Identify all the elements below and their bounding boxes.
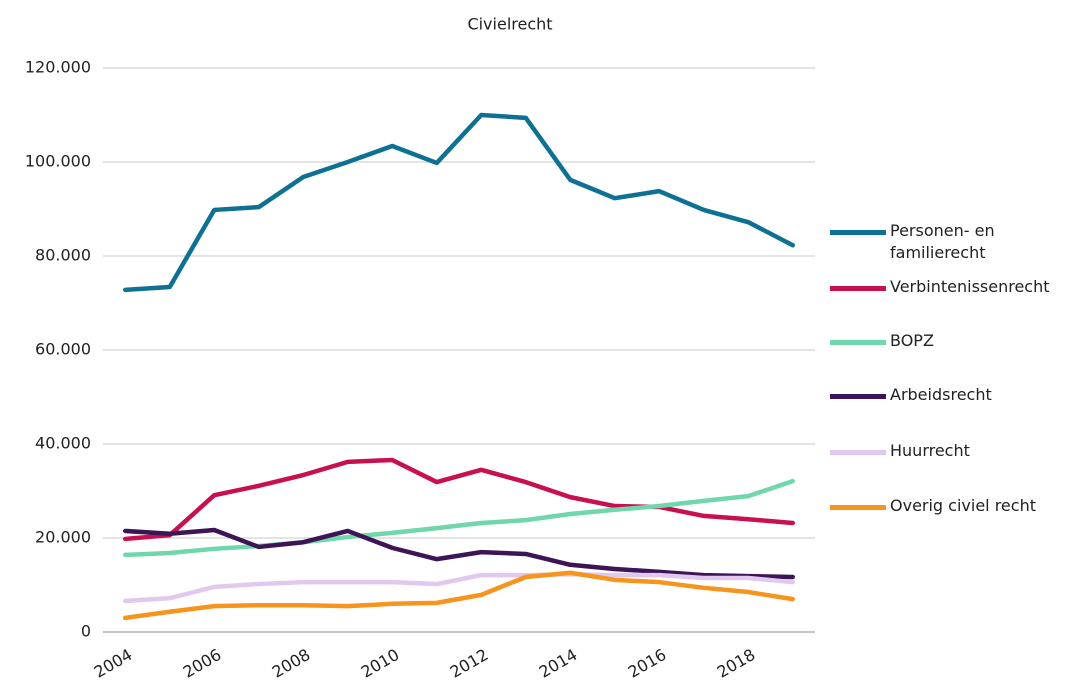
series-line bbox=[123, 112, 795, 293]
legend-swatch bbox=[830, 340, 886, 345]
legend-swatch bbox=[830, 286, 886, 291]
legend-label: BOPZ bbox=[890, 331, 934, 350]
x-tick-label: 2008 bbox=[269, 645, 314, 682]
x-tick-label: 2012 bbox=[447, 645, 492, 682]
legend-swatch bbox=[830, 394, 886, 399]
legend-swatch bbox=[830, 230, 886, 235]
series-line bbox=[123, 570, 795, 621]
series-line bbox=[123, 527, 795, 580]
legend-item: Verbintenissenrecht bbox=[830, 277, 1080, 298]
series-line bbox=[123, 571, 795, 604]
x-tick-label: 2016 bbox=[625, 645, 670, 682]
y-tick-label: 60.000 bbox=[35, 340, 91, 359]
x-tick-label: 2010 bbox=[358, 645, 403, 682]
y-tick-label: 120.000 bbox=[25, 58, 91, 77]
series-line bbox=[123, 478, 795, 558]
legend-item: BOPZ bbox=[830, 331, 1080, 352]
x-tick-label: 2018 bbox=[714, 645, 759, 682]
legend-label: Huurrecht bbox=[890, 441, 970, 460]
y-tick-label: 40.000 bbox=[35, 434, 91, 453]
y-tick-label: 100.000 bbox=[25, 152, 91, 171]
legend-item: Huurrecht bbox=[830, 441, 1080, 462]
legend-label: Personen- en familierecht bbox=[890, 221, 995, 262]
legend-item: Arbeidsrecht bbox=[830, 385, 1080, 406]
legend-label: Arbeidsrecht bbox=[890, 385, 992, 404]
series-line bbox=[123, 457, 795, 542]
legend-label: Overig civiel recht bbox=[890, 496, 1036, 515]
x-tick-label: 2006 bbox=[180, 645, 225, 682]
y-tick-label: 80.000 bbox=[35, 246, 91, 265]
y-tick-label: 0 bbox=[81, 622, 91, 641]
x-tick-label: 2004 bbox=[91, 645, 136, 682]
y-tick-label: 20.000 bbox=[35, 528, 91, 547]
chart-title: Civielrecht bbox=[467, 15, 552, 34]
legend-item: Overig civiel recht bbox=[830, 496, 1080, 517]
x-tick-label: 2014 bbox=[536, 645, 581, 682]
legend-swatch bbox=[830, 450, 886, 455]
legend-label: Verbintenissenrecht bbox=[890, 277, 1050, 296]
legend-swatch bbox=[830, 505, 886, 510]
legend-item: Personen- en familierecht bbox=[830, 221, 1080, 264]
